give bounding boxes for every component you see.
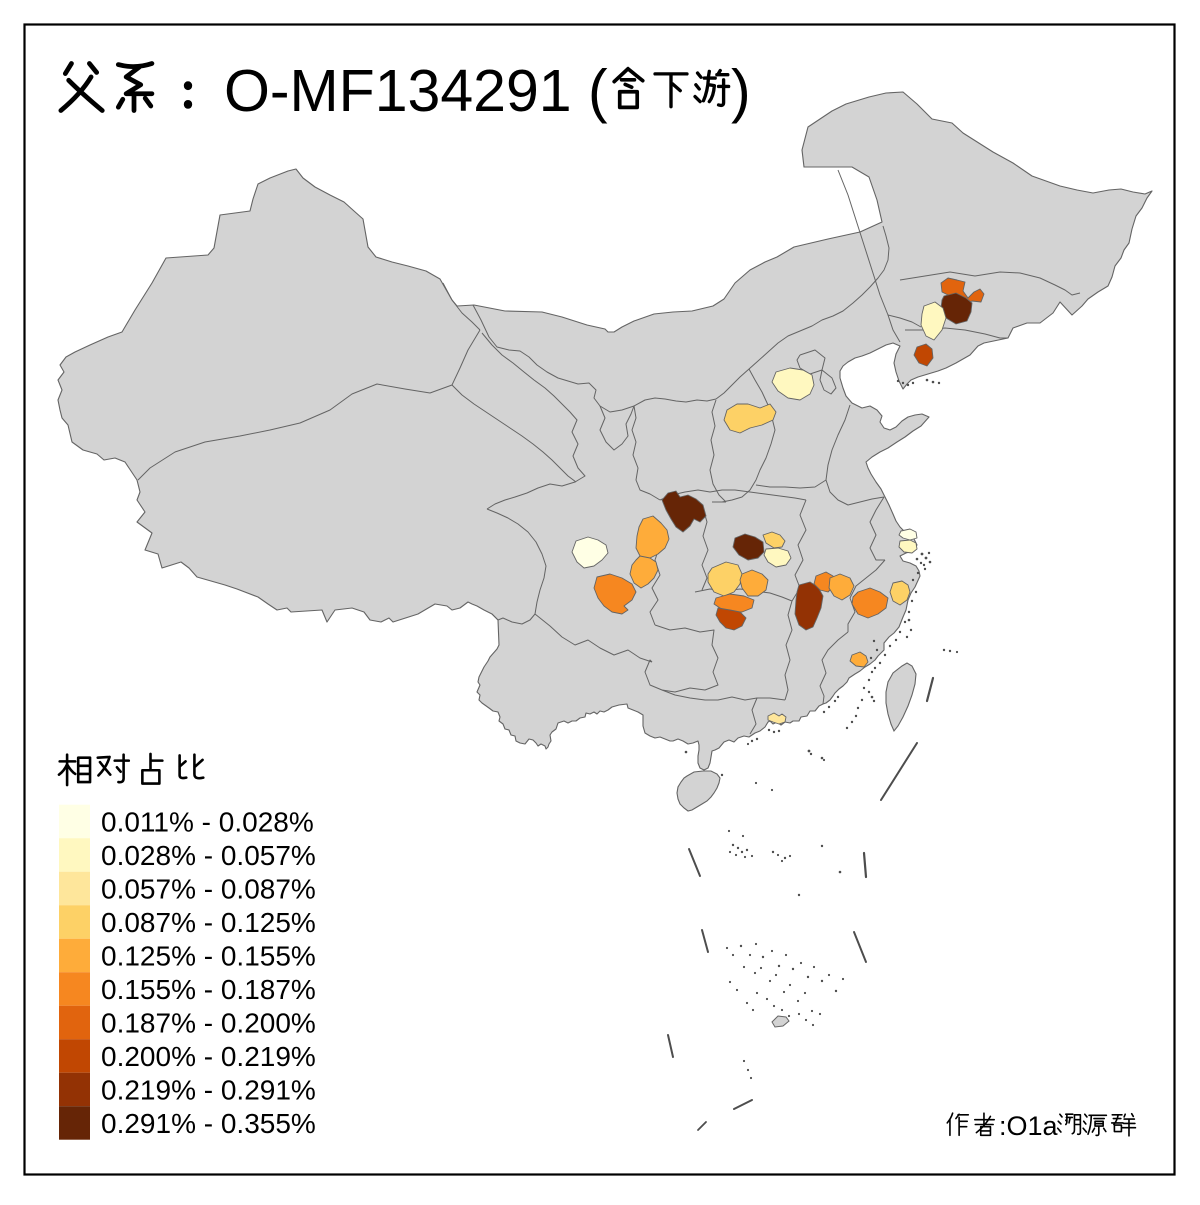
svg-text:O-MF134291 (: O-MF134291 (: [224, 58, 608, 124]
svg-text:0.125% - 0.155%: 0.125% - 0.155%: [101, 941, 316, 972]
svg-text:0.011% - 0.028%: 0.011% - 0.028%: [101, 807, 314, 838]
svg-text:0.028% - 0.057%: 0.028% - 0.057%: [101, 840, 316, 871]
svg-text:): ): [731, 58, 751, 124]
svg-text:0.155% - 0.187%: 0.155% - 0.187%: [101, 974, 316, 1005]
svg-text:0.087% - 0.125%: 0.087% - 0.125%: [101, 907, 316, 938]
svg-text:0.057% - 0.087%: 0.057% - 0.087%: [101, 874, 316, 905]
svg-text:0.219% - 0.291%: 0.219% - 0.291%: [101, 1075, 316, 1106]
svg-text:0.187% - 0.200%: 0.187% - 0.200%: [101, 1008, 316, 1039]
svg-text:0.200% - 0.219%: 0.200% - 0.219%: [101, 1041, 316, 1072]
svg-text:0.291% - 0.355%: 0.291% - 0.355%: [101, 1108, 316, 1139]
svg-text::O1a: :O1a: [999, 1111, 1059, 1141]
